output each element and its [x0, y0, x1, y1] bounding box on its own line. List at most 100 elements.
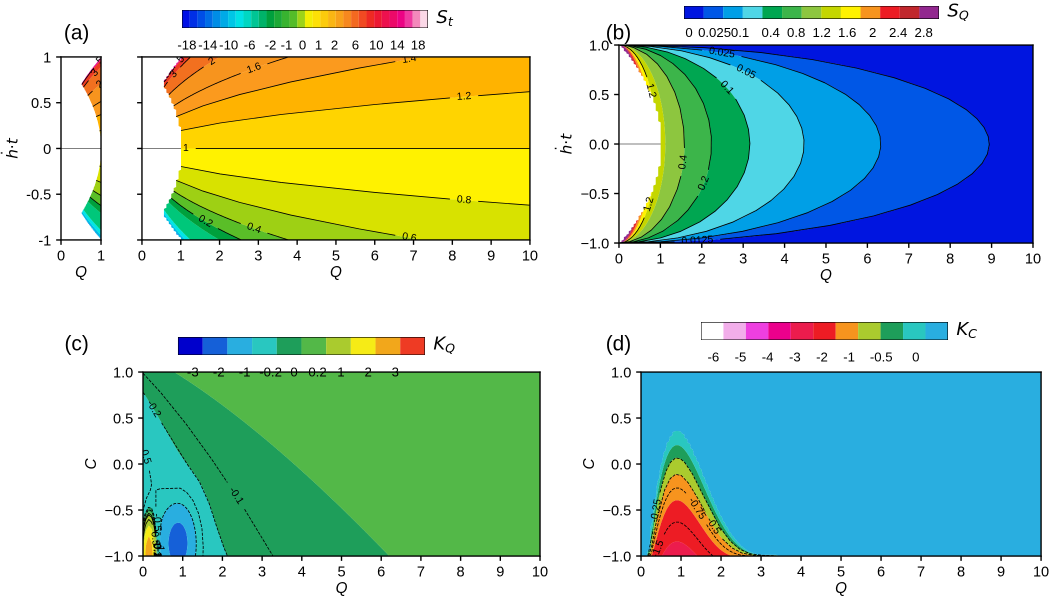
svg-text:3: 3	[254, 248, 262, 264]
svg-text:1: 1	[97, 248, 105, 264]
svg-text:7: 7	[917, 564, 925, 580]
svg-text:(a): (a)	[64, 22, 89, 45]
svg-text:0: 0	[290, 364, 297, 379]
svg-text:9: 9	[496, 564, 504, 580]
svg-text:-0.5: -0.5	[26, 188, 51, 204]
svg-text:5: 5	[837, 564, 845, 580]
svg-text:2: 2	[331, 37, 338, 52]
svg-text:Q: Q	[330, 264, 342, 281]
svg-text:(c): (c)	[65, 333, 89, 356]
svg-text:2: 2	[717, 564, 725, 580]
svg-text:1.0: 1.0	[611, 365, 631, 381]
svg-text:C: C	[581, 458, 598, 470]
svg-text:0.025: 0.025	[698, 25, 731, 40]
svg-text:7: 7	[905, 251, 913, 267]
svg-text:7: 7	[417, 564, 425, 580]
svg-text:0.4: 0.4	[762, 25, 780, 40]
svg-text:2: 2	[218, 564, 226, 580]
svg-text:-2: -2	[213, 364, 225, 379]
svg-text:1: 1	[43, 50, 51, 66]
svg-text:9: 9	[997, 564, 1005, 580]
svg-text:4: 4	[797, 564, 805, 580]
svg-text:1.2: 1.2	[813, 25, 831, 40]
svg-text:3: 3	[258, 564, 266, 580]
svg-text:−0.5: −0.5	[603, 503, 632, 519]
svg-text:-2: -2	[816, 349, 828, 364]
svg-text:0: 0	[43, 142, 51, 158]
svg-text:0: 0	[57, 248, 65, 264]
svg-text:−0.5: −0.5	[580, 187, 609, 203]
svg-text:0: 0	[299, 37, 306, 52]
svg-text:5: 5	[332, 248, 340, 264]
svg-text:(b): (b)	[606, 22, 631, 45]
svg-text:5: 5	[822, 251, 830, 267]
svg-text:2.8: 2.8	[915, 25, 933, 40]
svg-text:10: 10	[1033, 564, 1049, 580]
svg-text:0.5: 0.5	[113, 411, 133, 427]
svg-text:-0.5: -0.5	[870, 349, 893, 364]
svg-text:2.4: 2.4	[889, 25, 907, 40]
svg-text:0.5: 0.5	[148, 531, 160, 547]
svg-text:0.2: 0.2	[308, 364, 326, 379]
svg-text:8: 8	[448, 248, 456, 264]
svg-text:Q: Q	[820, 267, 832, 284]
svg-text:-4: -4	[762, 349, 774, 364]
svg-text:5: 5	[337, 564, 345, 580]
svg-text:0: 0	[139, 564, 147, 580]
svg-text:0.8: 0.8	[456, 194, 472, 206]
svg-text:1: 1	[337, 364, 344, 379]
svg-text:2: 2	[698, 251, 706, 267]
svg-text:6: 6	[352, 37, 359, 52]
svg-text:1: 1	[177, 248, 185, 264]
svg-text:Q: Q	[75, 264, 87, 281]
svg-text:4: 4	[298, 564, 306, 580]
svg-text:-18: -18	[177, 37, 196, 52]
svg-text:−0.5: −0.5	[105, 503, 134, 519]
svg-text:-1: -1	[843, 349, 855, 364]
svg-text:-3: -3	[187, 364, 199, 379]
svg-text:8: 8	[457, 564, 465, 580]
svg-text:3: 3	[392, 364, 399, 379]
svg-text:6: 6	[877, 564, 885, 580]
svg-text:0.4: 0.4	[677, 154, 690, 170]
svg-text:-10: -10	[219, 37, 238, 52]
svg-text:-3: -3	[789, 349, 801, 364]
svg-text:-1: -1	[281, 37, 293, 52]
svg-text:4: 4	[293, 248, 301, 264]
svg-text:1.0: 1.0	[113, 365, 133, 381]
svg-text:−1.0: −1.0	[603, 549, 632, 565]
svg-text:Q: Q	[835, 580, 847, 597]
svg-text:1: 1	[183, 143, 189, 154]
svg-text:0: 0	[138, 248, 146, 264]
svg-text:2: 2	[216, 248, 224, 264]
svg-text:8: 8	[946, 251, 954, 267]
svg-text:-2: -2	[265, 37, 277, 52]
svg-text:3: 3	[757, 564, 765, 580]
svg-text:2: 2	[869, 25, 876, 40]
svg-text:1: 1	[677, 564, 685, 580]
svg-text:18: 18	[411, 37, 426, 52]
svg-text:8: 8	[957, 564, 965, 580]
svg-text:(d): (d)	[606, 333, 631, 356]
svg-text:0: 0	[912, 349, 919, 364]
svg-text:1.2: 1.2	[456, 91, 472, 103]
svg-text:⋅ ̇ h t: ⋅ ̇ h t	[0, 137, 22, 159]
svg-text:−1.0: −1.0	[105, 549, 134, 565]
svg-text:1: 1	[179, 564, 187, 580]
svg-text:14: 14	[390, 37, 405, 52]
svg-text:0.8: 0.8	[787, 25, 805, 40]
svg-text:3: 3	[739, 251, 747, 267]
svg-text:9: 9	[988, 251, 996, 267]
svg-text:0.5: 0.5	[611, 411, 631, 427]
svg-text:0.1: 0.1	[731, 25, 749, 40]
svg-text:0.0: 0.0	[589, 137, 609, 153]
svg-text:S t: S t	[436, 3, 453, 29]
svg-text:2: 2	[364, 364, 371, 379]
svg-text:-0.5: -0.5	[151, 513, 163, 532]
svg-text:4: 4	[781, 251, 789, 267]
svg-text:0: 0	[615, 251, 623, 267]
svg-text:10: 10	[522, 248, 538, 264]
svg-text:-1: -1	[239, 364, 251, 379]
svg-text:-1: -1	[38, 233, 51, 249]
svg-text:-5: -5	[735, 349, 747, 364]
